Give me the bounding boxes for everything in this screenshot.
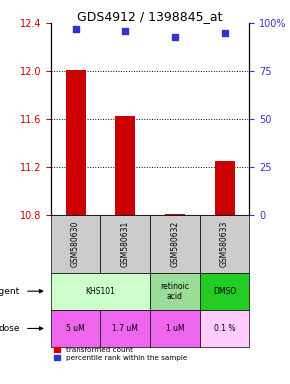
Text: 0.1 %: 0.1 %	[214, 324, 235, 333]
Bar	[51, 215, 100, 273]
Text: KHS101: KHS101	[86, 287, 115, 296]
Point	[123, 28, 128, 34]
Text: GSM580633: GSM580633	[220, 221, 229, 267]
Bar	[165, 214, 185, 215]
Text: GSM580630: GSM580630	[71, 221, 80, 267]
Legend: transformed count, percentile rank within the sample: transformed count, percentile rank withi…	[54, 348, 187, 361]
Bar	[51, 310, 100, 347]
Bar	[51, 273, 150, 310]
Bar	[100, 310, 150, 347]
Bar	[215, 161, 235, 215]
Bar	[200, 273, 249, 310]
Bar	[100, 215, 150, 273]
Text: 1 uM: 1 uM	[166, 324, 184, 333]
Title: GDS4912 / 1398845_at: GDS4912 / 1398845_at	[77, 10, 223, 23]
Text: retinoic
acid: retinoic acid	[160, 282, 189, 301]
Bar	[200, 215, 249, 273]
Text: agent: agent	[0, 287, 20, 296]
Text: DMSO: DMSO	[213, 287, 236, 296]
Point	[173, 33, 177, 40]
Bar	[150, 215, 200, 273]
Bar	[150, 310, 200, 347]
Bar	[115, 116, 135, 215]
Text: 5 uM: 5 uM	[66, 324, 85, 333]
Point	[222, 30, 227, 36]
Bar	[66, 70, 86, 215]
Text: 1.7 uM: 1.7 uM	[112, 324, 138, 333]
Bar	[200, 310, 249, 347]
Point	[73, 26, 78, 32]
Bar	[150, 273, 200, 310]
Text: GSM580632: GSM580632	[171, 221, 180, 267]
Text: dose: dose	[0, 324, 20, 333]
Text: GSM580631: GSM580631	[121, 221, 130, 267]
